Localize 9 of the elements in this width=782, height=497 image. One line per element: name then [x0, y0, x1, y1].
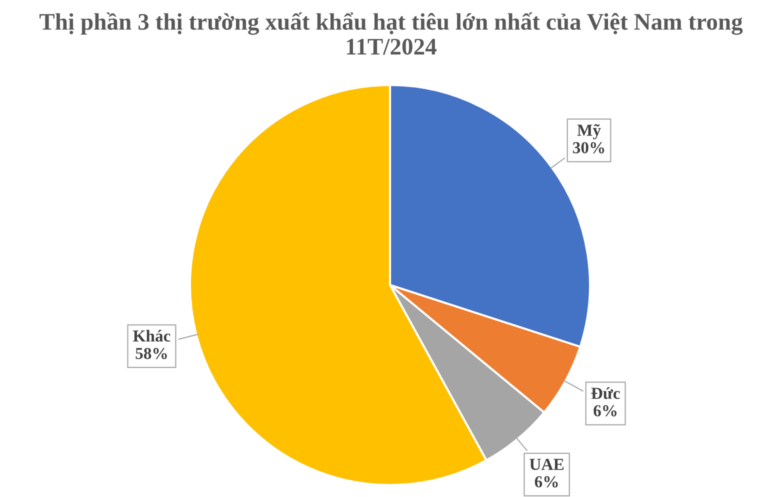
slice-label: Đức	[591, 387, 620, 400]
chart-title: Thị phần 3 thị trường xuất khẩu hạt tiêu lớn nhất của Việt Nam trong 11T/2024	[40, 12, 743, 55]
data-label: 6%	[594, 405, 617, 416]
data-label: 30%	[572, 142, 604, 154]
slice-label: Mỹ	[577, 124, 601, 140]
data-label: 6%	[534, 476, 558, 488]
data-label: 58%	[136, 348, 167, 360]
slice-label: Khác	[133, 330, 170, 342]
slice-label: UAE	[530, 458, 564, 470]
